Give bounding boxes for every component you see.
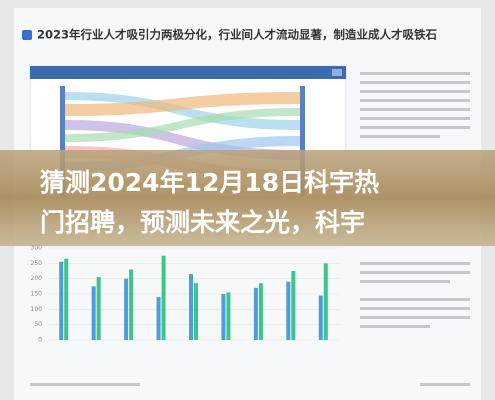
y-tick-label: 0 (38, 337, 42, 344)
y-tick-label: 250 (31, 260, 43, 267)
title-icon (22, 30, 32, 40)
bar (161, 255, 166, 340)
bar (291, 271, 296, 340)
y-tick-label: 100 (31, 306, 43, 313)
bar (156, 297, 161, 340)
bar (96, 277, 101, 340)
bar (124, 278, 129, 340)
overlay-band (0, 150, 495, 246)
bar (91, 286, 96, 340)
overlay-title: 门招聘，预测未来之光，科宇 (40, 208, 365, 237)
bar (323, 263, 328, 340)
bar (59, 261, 64, 340)
bar (226, 292, 231, 340)
bar (253, 287, 258, 340)
bar (286, 281, 291, 340)
bar-chart: 0 50 100 150 200 250 300 (31, 245, 340, 344)
y-tick-label: 150 (31, 291, 43, 298)
y-tick-label: 300 (31, 245, 43, 252)
bar (318, 295, 323, 340)
bar (64, 258, 69, 340)
text-column (30, 72, 470, 386)
bar (221, 294, 226, 340)
overlay-title: 猜测2024年12月18日科宇热 (39, 168, 379, 197)
y-tick-label: 50 (34, 321, 42, 328)
bar (189, 274, 193, 340)
bar (258, 283, 263, 340)
y-tick-label: 200 (31, 275, 43, 282)
bar (129, 269, 134, 340)
doc-title: 2023年行业人才吸引力两极分化，行业间人才流动显著，制造业成人才吸铁石 (37, 28, 437, 42)
bar (194, 283, 198, 340)
